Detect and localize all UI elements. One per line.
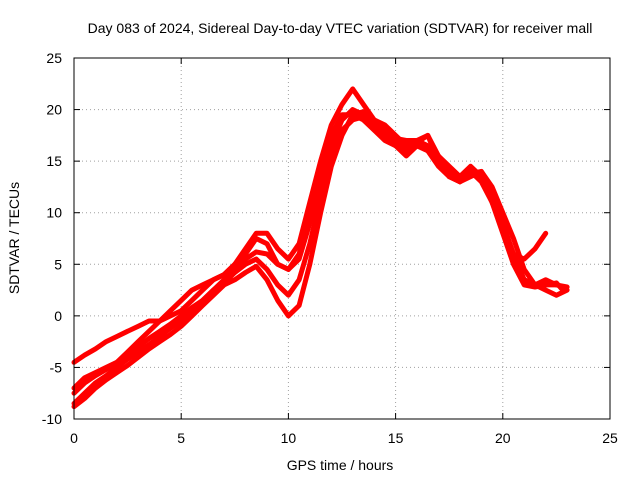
x-tick-label: 25 xyxy=(602,430,618,446)
y-tick-label: -10 xyxy=(42,411,62,427)
series-line-track-2 xyxy=(71,114,559,406)
x-tick-label: 5 xyxy=(177,430,185,446)
series-line-track-4 xyxy=(71,86,549,391)
y-tick-label: 5 xyxy=(54,256,62,272)
y-tick-label: 10 xyxy=(46,205,62,221)
axis-ticks xyxy=(73,57,611,420)
x-tick-labels: 0 5 10 15 20 25 xyxy=(70,430,618,446)
x-axis-label: GPS time / hours xyxy=(287,457,394,473)
y-tick-label: 15 xyxy=(46,153,62,169)
series-line-track-3 xyxy=(71,109,566,410)
x-tick-label: 0 xyxy=(70,430,78,446)
series-line-track-5 xyxy=(71,112,570,365)
y-tick-label: -5 xyxy=(50,359,63,375)
y-tick-labels: -10 -5 0 5 10 15 20 25 xyxy=(42,50,62,427)
series-group xyxy=(71,86,570,410)
y-axis-label: SDTVAR / TECUs xyxy=(6,182,22,294)
y-tick-label: 0 xyxy=(54,308,62,324)
grid xyxy=(74,58,610,419)
x-tick-label: 15 xyxy=(388,430,404,446)
x-tick-label: 20 xyxy=(495,430,511,446)
x-tick-label: 10 xyxy=(281,430,297,446)
y-tick-label: 25 xyxy=(46,50,62,66)
plot-frame xyxy=(73,57,611,420)
y-tick-label: 20 xyxy=(46,102,62,118)
chart-title: Day 083 of 2024, Sidereal Day-to-day VTE… xyxy=(88,20,593,36)
